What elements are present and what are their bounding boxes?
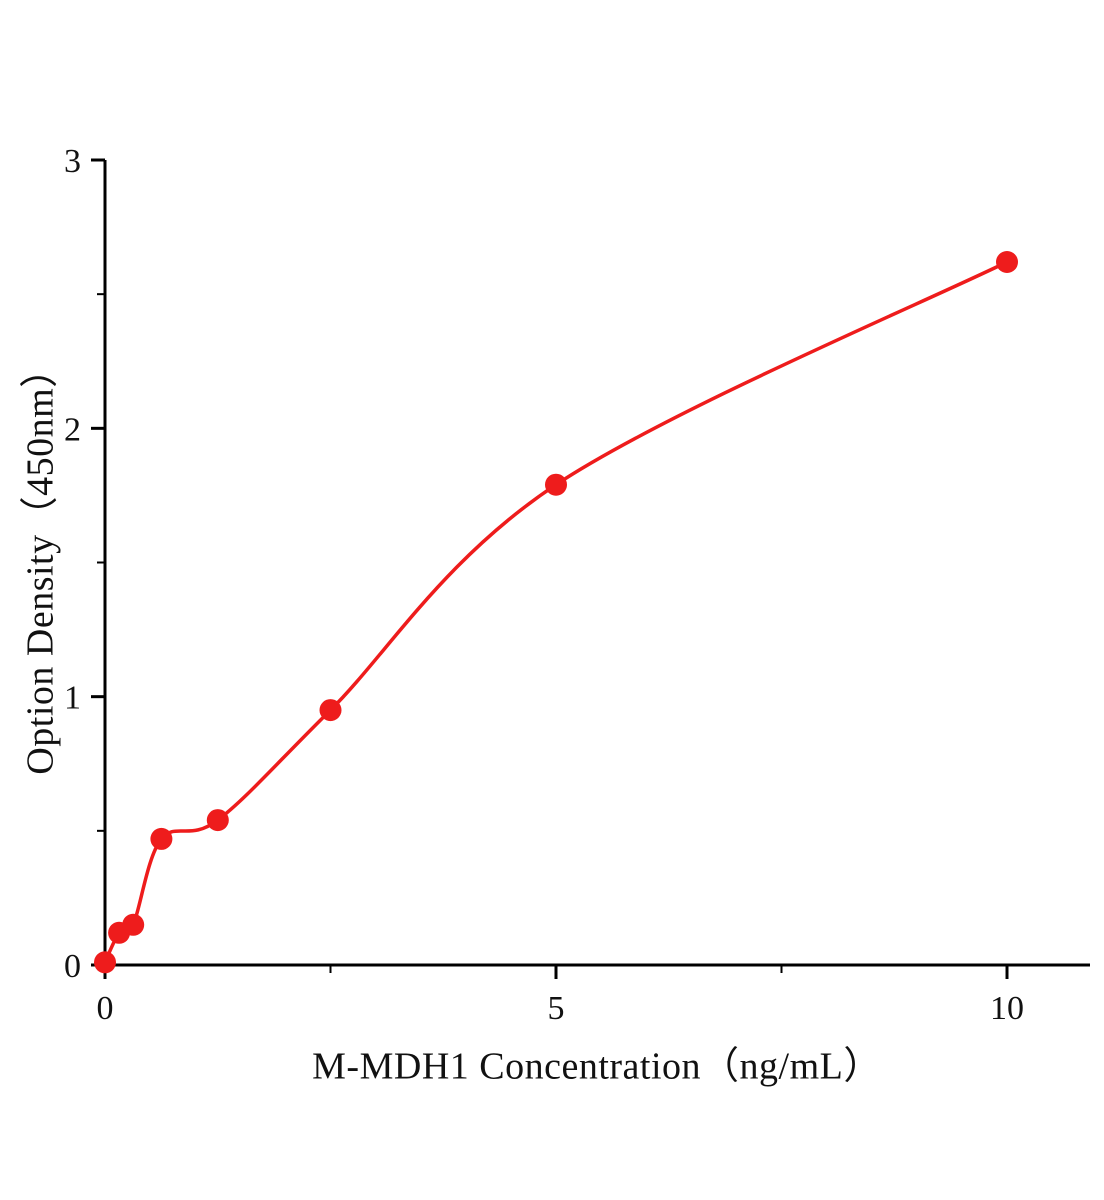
fit-curve [103, 260, 1009, 965]
y-tick-label: 0 [64, 948, 81, 985]
data-point [150, 827, 173, 850]
x-axis-title: M-MDH1 Concentration（ng/mL） [312, 1045, 882, 1088]
data-point [545, 473, 567, 496]
data-point [319, 699, 342, 722]
x-tick-label: 0 [97, 990, 114, 1027]
data-point [122, 913, 145, 936]
data-point [94, 951, 116, 974]
x-tick-label: 10 [990, 990, 1024, 1027]
y-tick-label: 1 [64, 680, 81, 717]
y-axis-title: Option Density（450nm） [19, 349, 62, 775]
data-point [996, 251, 1018, 273]
y-tick-label: 3 [64, 143, 81, 180]
y-tick-label: 2 [64, 411, 81, 448]
x-tick-label: 5 [548, 990, 565, 1027]
data-point [206, 809, 229, 832]
